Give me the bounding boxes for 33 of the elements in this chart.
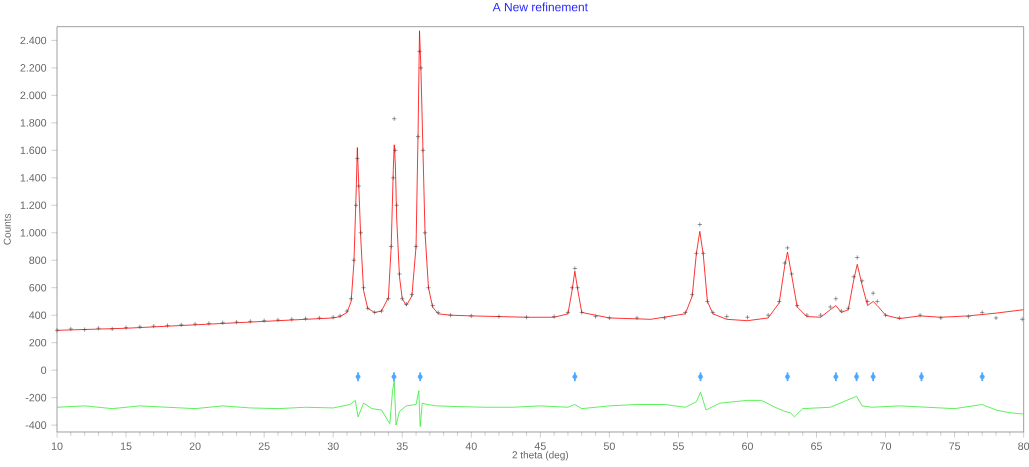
x-tick-label: 75: [949, 442, 961, 450]
x-tick-label: 40: [465, 442, 477, 450]
y-tick-label: 1.800: [20, 119, 47, 127]
y-tick-label: 1.600: [20, 146, 47, 155]
y-tick-label: -200: [25, 393, 47, 402]
y-tick-label: 200: [29, 338, 47, 347]
y-tick-label: 400: [29, 311, 47, 319]
y-tick-label: 1.400: [20, 174, 47, 182]
x-tick-label: 15: [120, 442, 132, 450]
y-tick-label: 2.400: [20, 36, 47, 45]
x-tick-label: 30: [327, 442, 339, 450]
x-tick-label: 70: [880, 442, 892, 450]
x-tick-label: 25: [258, 442, 270, 450]
y-tick-label: 0: [41, 366, 47, 374]
y-tick-label: 2.200: [20, 64, 47, 72]
x-tick-label: 80: [1018, 442, 1029, 450]
y-tick-label: 800: [29, 256, 47, 265]
y-tick-label: 2.000: [20, 91, 47, 100]
y-tick-label: -400: [25, 421, 47, 429]
y-tick-label: 600: [29, 283, 47, 292]
x-tick-label: 35: [396, 442, 408, 450]
y-axis-title: Counts: [3, 213, 11, 245]
x-tick-label: 50: [603, 442, 615, 450]
x-tick-label: 60: [742, 442, 753, 450]
x-tick-label: 45: [534, 442, 546, 450]
x-tick-label: 10: [51, 442, 63, 450]
y-tick-label: 1.000: [20, 228, 47, 237]
x-tick-label: 55: [672, 442, 684, 450]
x-tick-label: 65: [811, 442, 822, 450]
y-tick-label: 1.200: [20, 201, 47, 210]
x-axis-title: 2 theta (deg): [512, 451, 569, 461]
x-tick-label: 20: [189, 442, 201, 450]
chart-title: A New refinement: [492, 2, 588, 12]
